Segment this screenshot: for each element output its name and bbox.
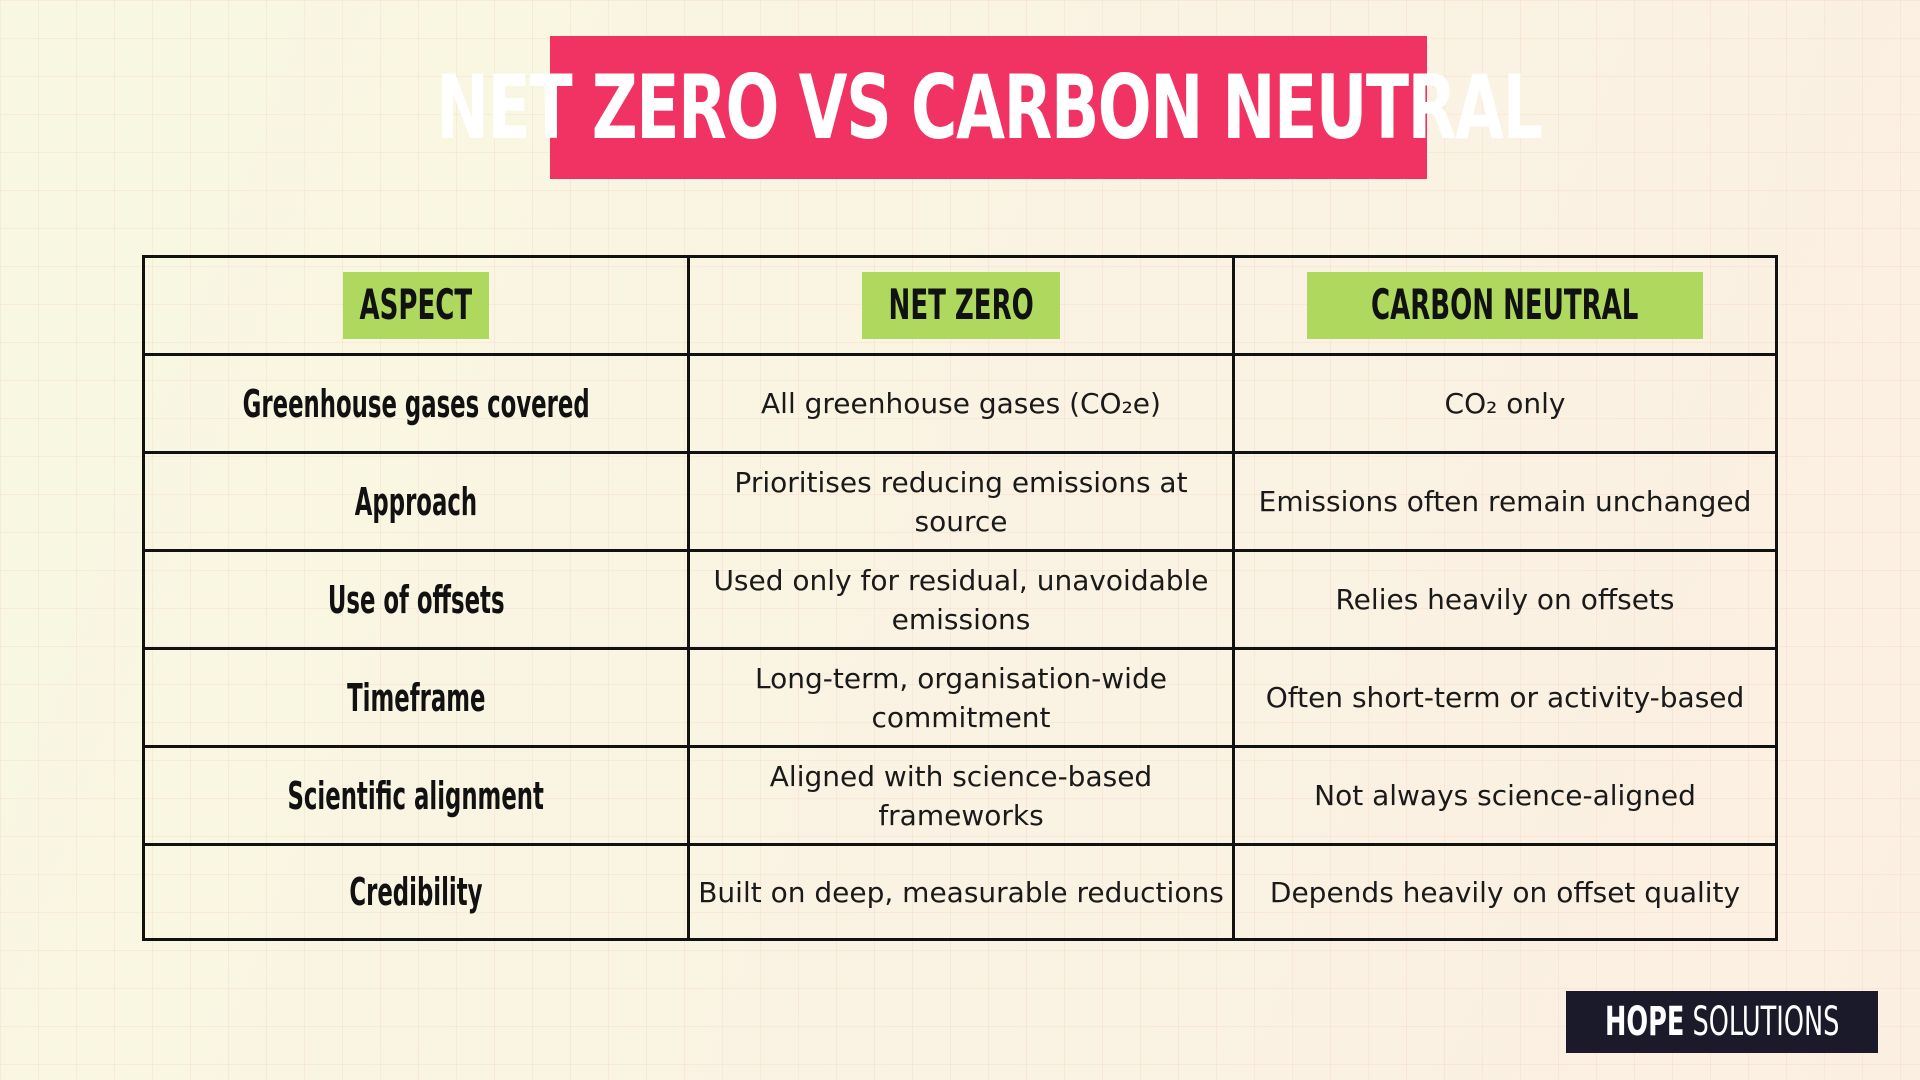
comparison-table: ASPECT NET ZERO CARBON NEUTRAL Greenhous… (142, 255, 1778, 941)
brand-light-text: SOLUTIONS (1692, 999, 1840, 1045)
header-cell-aspect: ASPECT (145, 258, 690, 356)
aspect-cell: Use of offsets (145, 552, 690, 650)
net-zero-cell: All greenhouse gases (CO₂e) (690, 356, 1235, 454)
header-tag: NET ZERO (861, 272, 1061, 339)
aspect-label: Credibility (349, 870, 483, 914)
net-zero-value: Prioritises reducing emissions at source (734, 465, 1188, 538)
header-cell-net-zero: NET ZERO (690, 258, 1235, 356)
net-zero-cell: Aligned with science-based frameworks (690, 748, 1235, 846)
column-header: CARBON NEUTRAL (1371, 280, 1639, 330)
carbon-neutral-cell: Emissions often remain unchanged (1235, 454, 1775, 552)
carbon-neutral-cell: Depends heavily on offset quality (1235, 846, 1775, 938)
net-zero-value: Used only for residual, unavoidable emis… (713, 563, 1209, 636)
net-zero-value: Aligned with science-based frameworks (769, 759, 1153, 832)
net-zero-value: All greenhouse gases (CO₂e) (761, 387, 1161, 420)
aspect-label: Greenhouse gases covered (242, 381, 590, 426)
carbon-neutral-value: Often short-term or activity-based (1265, 681, 1745, 714)
brand-bold-text: HOPE (1604, 999, 1685, 1045)
net-zero-value: Long-term, organisation-wide commitment (755, 661, 1167, 734)
aspect-cell: Approach (145, 454, 690, 552)
aspect-label: Scientific alignment (287, 773, 545, 818)
aspect-cell: Credibility (145, 846, 690, 938)
net-zero-cell: Used only for residual, unavoidable emis… (690, 552, 1235, 650)
carbon-neutral-value: Not always science-aligned (1314, 779, 1696, 812)
carbon-neutral-value: Relies heavily on offsets (1335, 583, 1675, 616)
net-zero-cell: Long-term, organisation-wide commitment (690, 650, 1235, 748)
aspect-cell: Timeframe (145, 650, 690, 748)
brand-logo: HOPE SOLUTIONS (1566, 991, 1878, 1053)
column-header: ASPECT (359, 280, 473, 330)
net-zero-cell: Prioritises reducing emissions at source (690, 454, 1235, 552)
aspect-cell: Scientific alignment (145, 748, 690, 846)
net-zero-cell: Built on deep, measurable reductions (690, 846, 1235, 938)
header-tag: ASPECT (343, 272, 489, 339)
page-title: NET ZERO VS CARBON NEUTRAL (435, 55, 1543, 159)
carbon-neutral-cell: Often short-term or activity-based (1235, 650, 1775, 748)
aspect-label: Timeframe (346, 675, 486, 720)
brand-wordmark: HOPE SOLUTIONS (1605, 1002, 1839, 1042)
carbon-neutral-value: Depends heavily on offset quality (1269, 875, 1741, 909)
aspect-label: Approach (354, 479, 478, 524)
aspect-label: Use of offsets (327, 577, 505, 622)
header-tag: CARBON NEUTRAL (1307, 272, 1703, 339)
header-cell-carbon-neutral: CARBON NEUTRAL (1235, 258, 1775, 356)
net-zero-value: Built on deep, measurable reductions (698, 875, 1224, 909)
title-banner: NET ZERO VS CARBON NEUTRAL (436, 36, 1543, 179)
aspect-cell: Greenhouse gases covered (145, 356, 690, 454)
carbon-neutral-value: Emissions often remain unchanged (1258, 485, 1752, 518)
carbon-neutral-cell: CO₂ only (1235, 356, 1775, 454)
carbon-neutral-value: CO₂ only (1444, 387, 1566, 420)
column-header: NET ZERO (888, 280, 1034, 330)
carbon-neutral-cell: Not always science-aligned (1235, 748, 1775, 846)
carbon-neutral-cell: Relies heavily on offsets (1235, 552, 1775, 650)
